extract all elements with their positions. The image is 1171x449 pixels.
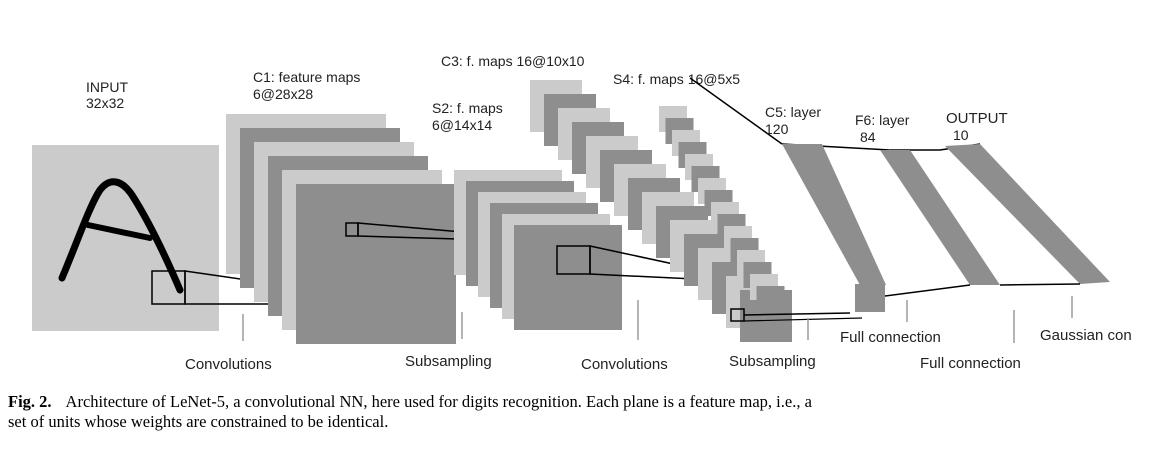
f6-label-line2: 84	[860, 129, 876, 145]
s4-layer: S4: f. maps 16@5x5	[613, 71, 863, 322]
s4-label: S4: f. maps 16@5x5	[613, 71, 740, 87]
input-label-line2: 32x32	[86, 95, 124, 111]
op-label-gaussian: Gaussian con	[1040, 327, 1132, 344]
c3-label: C3: f. maps 16@10x10	[441, 53, 585, 69]
op-label-convolutions-1: Convolutions	[185, 356, 272, 373]
c5-band	[782, 144, 886, 285]
input-letter-a-stroke	[58, 178, 184, 294]
c3-layer: C3: f. maps 16@10x10	[441, 53, 792, 342]
output-band	[945, 144, 1110, 284]
c1-label-line2: 6@28x28	[253, 86, 313, 102]
c5-unit-square	[855, 284, 885, 312]
figure-caption: Fig. 2. Architecture of LeNet-5, a convol…	[8, 392, 828, 432]
c1-layer: C1: feature maps 6@28x28	[226, 69, 591, 344]
op-label-subsampling-1: Subsampling	[405, 353, 492, 370]
s4-projection-line-2	[743, 317, 863, 322]
s2-plane-stack	[454, 170, 622, 330]
s2-layer: S2: f. maps 6@14x14	[432, 100, 758, 330]
c1-plane-stack	[226, 114, 456, 344]
c5-label-line2: 120	[765, 121, 789, 137]
op-label-full-connection-1: Full connection	[840, 329, 941, 346]
f6-to-output-bottom-line	[999, 283, 1081, 286]
op-label-convolutions-2: Convolutions	[581, 356, 668, 373]
s4-feature-map-16	[756, 286, 785, 312]
c5-to-f6-bottom-line	[884, 284, 971, 297]
operation-labels: Convolutions Subsampling Convolutions Su…	[185, 327, 1132, 373]
c5-label-line1: C5: layer	[765, 104, 821, 120]
c1-label-line1: C1: feature maps	[253, 69, 360, 85]
s4-projection-line	[743, 312, 851, 316]
figure-label: Fig. 2.	[8, 392, 52, 411]
input-letter-a-bar	[85, 222, 153, 241]
c1-feature-map-6	[296, 184, 456, 344]
output-label-line1: OUTPUT	[946, 110, 1008, 127]
figure-caption-text: Architecture of LeNet-5, a convolutional…	[8, 392, 812, 431]
input-plane	[32, 145, 219, 331]
output-label-line2: 10	[953, 127, 969, 143]
input-label-line1: INPUT	[86, 79, 128, 95]
f6-band	[880, 150, 1000, 285]
s4-plane-stack	[659, 106, 785, 312]
op-label-subsampling-2: Subsampling	[729, 353, 816, 370]
f6-label-line1: F6: layer	[855, 112, 910, 128]
input-layer: INPUT 32x32	[32, 79, 413, 331]
operation-ticks	[242, 296, 1073, 343]
fully-connected-layers: C5: layer 120 F6: layer 84 OUTPUT 10	[689, 77, 1110, 312]
lenet-architecture-diagram: INPUT 32x32 C1: feature maps 6@28x28 S2:…	[32, 53, 1132, 373]
s4-to-c5-top-line	[689, 77, 783, 145]
op-label-full-connection-2: Full connection	[920, 355, 1021, 372]
c3-plane-stack	[530, 80, 792, 342]
s2-label-line2: 6@14x14	[432, 117, 492, 133]
s2-label-line1: S2: f. maps	[432, 100, 503, 116]
s2-feature-map-6	[514, 225, 622, 330]
